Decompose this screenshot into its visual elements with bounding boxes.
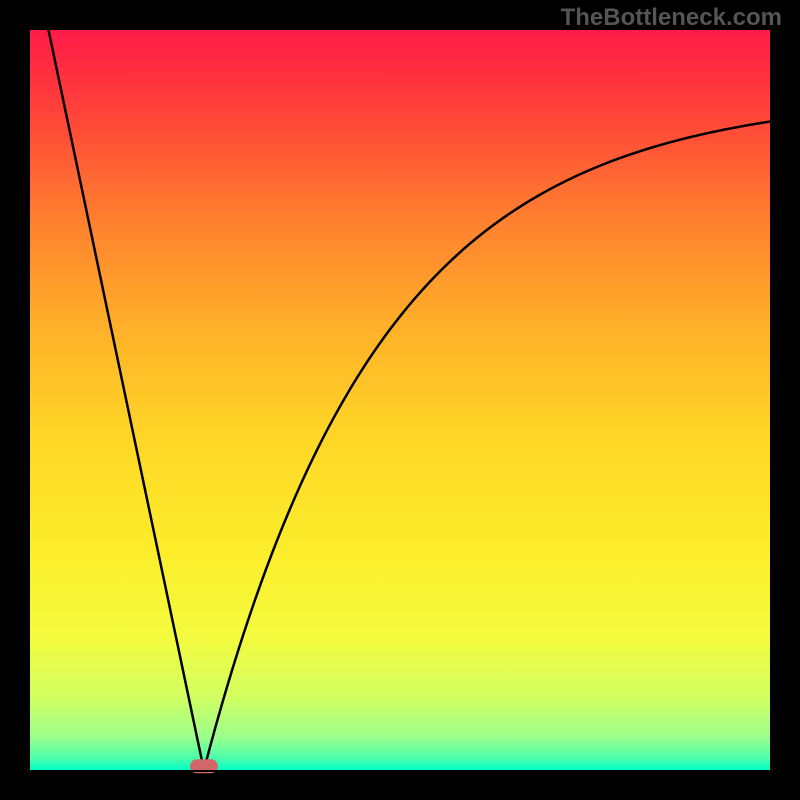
plot-background [30,30,770,770]
chart-svg [0,0,800,800]
chart-container: TheBottleneck.com [0,0,800,800]
